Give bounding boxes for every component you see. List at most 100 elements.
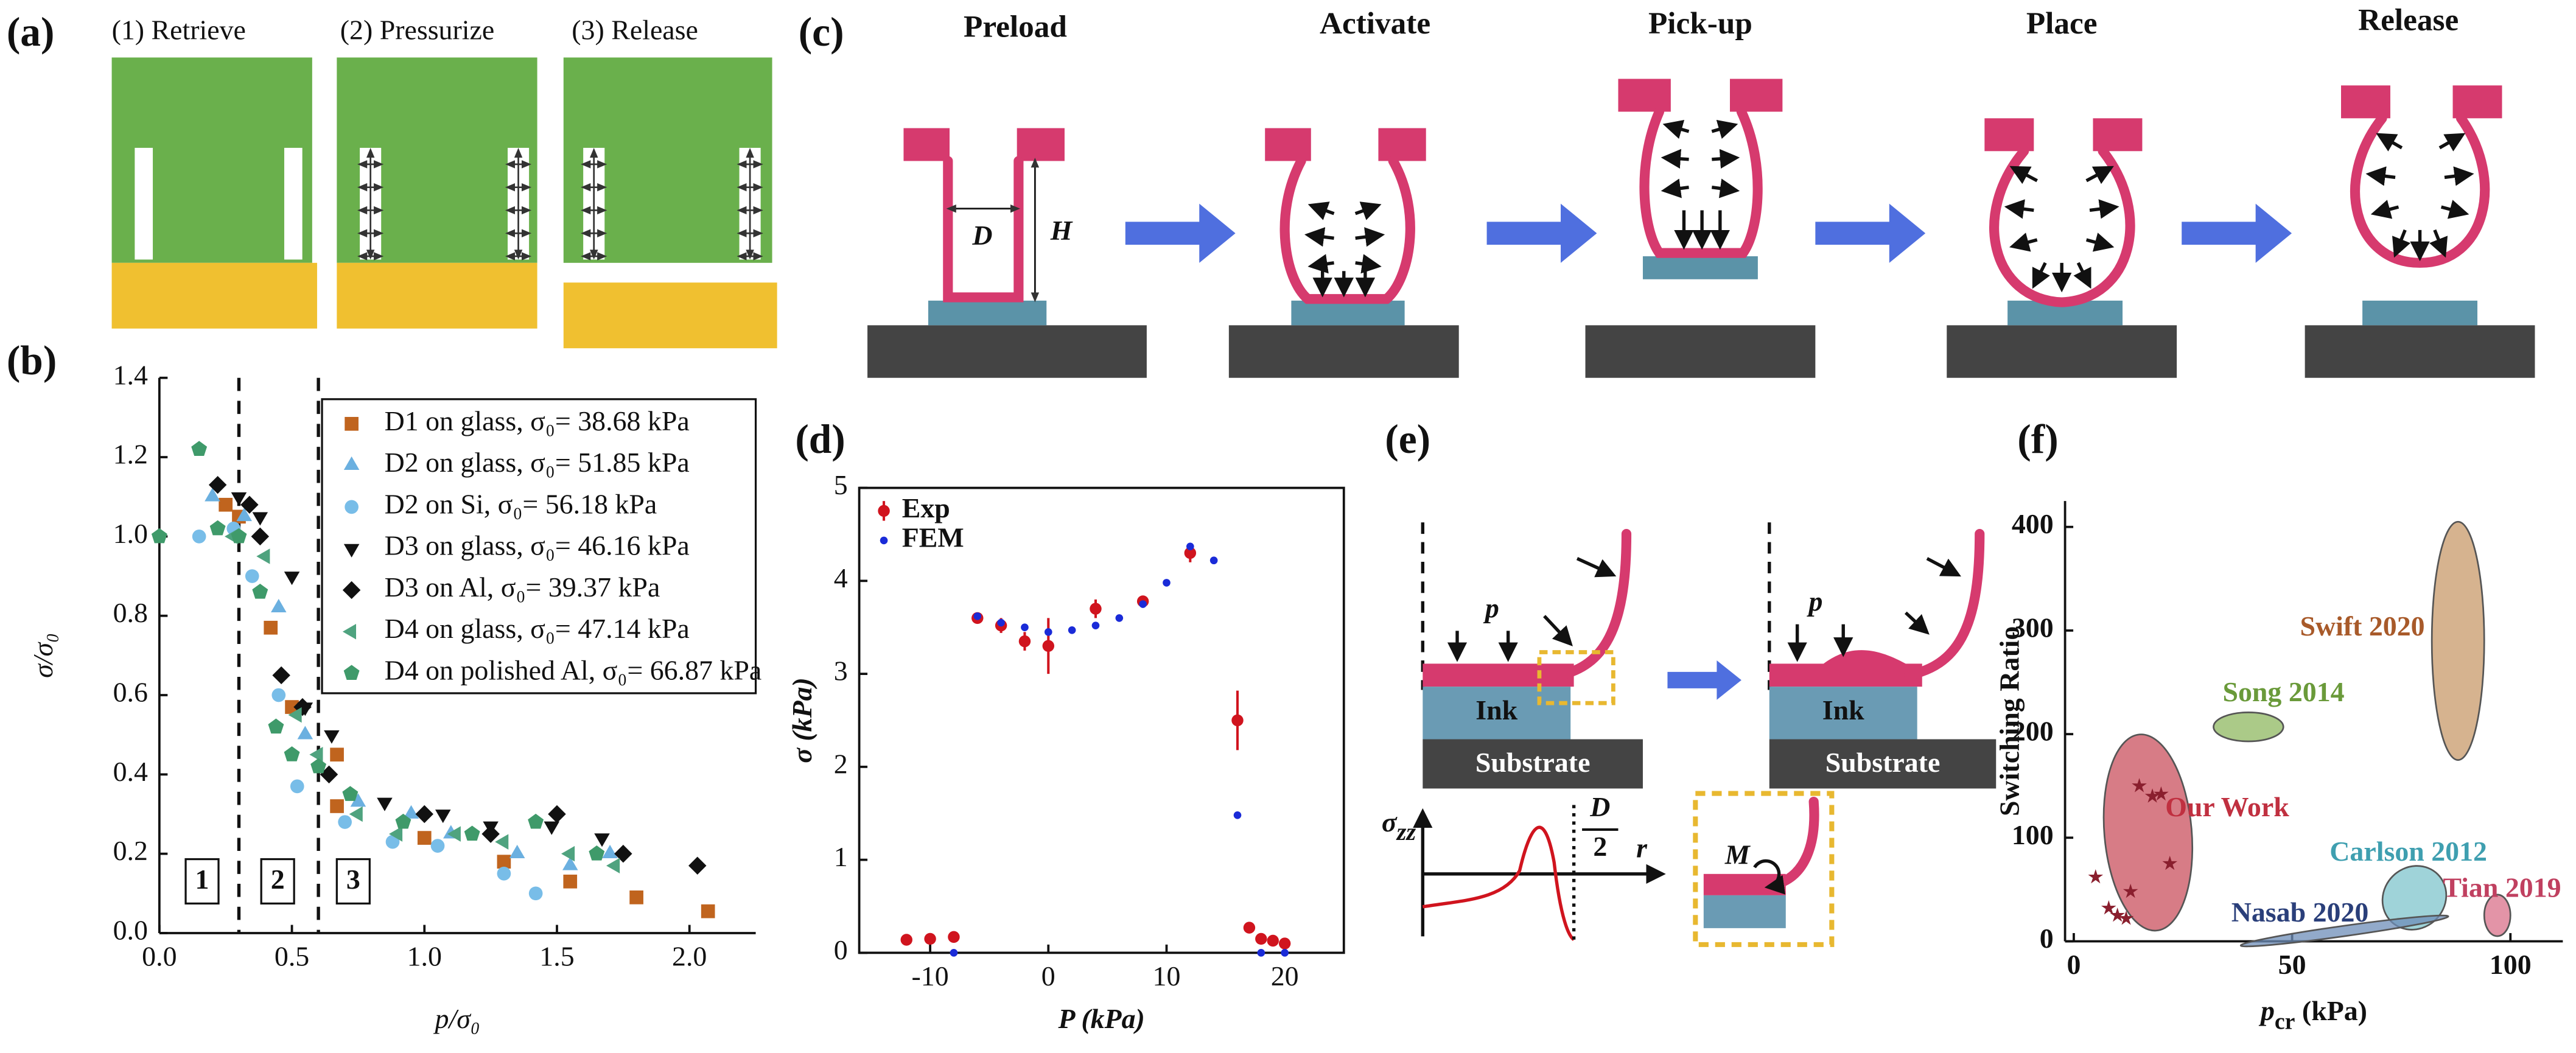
marker xyxy=(614,844,632,863)
step-label: (2) Pressurize xyxy=(340,15,495,46)
force-arrow xyxy=(1307,254,1334,274)
legend-marker xyxy=(345,416,359,431)
dimension-label: D xyxy=(971,220,992,251)
substrate-label: Substrate xyxy=(1475,747,1591,778)
marker xyxy=(548,805,566,824)
legend-box xyxy=(321,398,757,694)
x-tick-label: 20 xyxy=(1271,960,1299,992)
force-arrow xyxy=(2085,233,2115,252)
marker xyxy=(997,618,1005,627)
x-tick-label: 0 xyxy=(2067,949,2081,980)
marker xyxy=(2118,911,2134,925)
marker xyxy=(544,821,560,835)
marker xyxy=(271,688,286,702)
force-arrow xyxy=(2004,199,2034,219)
legend-entry: FEM xyxy=(902,522,964,553)
marker xyxy=(290,779,304,794)
force-arrow xyxy=(2009,166,2038,184)
marker xyxy=(1257,949,1265,957)
legend-entry: D1 on glass, σ₀= 38.68 kPa xyxy=(385,405,690,436)
marker xyxy=(231,528,247,544)
marker xyxy=(528,813,544,829)
marker xyxy=(497,855,511,869)
marker xyxy=(1090,603,1102,615)
force-arrow xyxy=(1711,119,1738,139)
marker xyxy=(435,810,451,824)
marker xyxy=(1278,937,1291,950)
force-arrow xyxy=(2376,133,2403,152)
force-arrow xyxy=(1355,254,1382,274)
axis-label-subscript: cr xyxy=(2275,1009,2295,1034)
marker xyxy=(2162,855,2178,870)
marker xyxy=(415,805,434,824)
marker xyxy=(395,813,411,829)
legend-marker xyxy=(343,544,360,558)
region-label: Nasab 2020 xyxy=(2231,897,2369,928)
load-label: p xyxy=(1483,593,1499,624)
marker xyxy=(880,536,888,545)
marker xyxy=(950,949,958,957)
y-axis-label: σ (kPa) xyxy=(786,677,817,763)
marker xyxy=(900,934,912,946)
marker xyxy=(231,492,247,506)
fraction-denominator: 2 xyxy=(1593,831,1607,862)
marker xyxy=(2154,786,2169,801)
load-label: p xyxy=(1807,586,1823,617)
marker xyxy=(1255,932,1267,945)
force-arrow xyxy=(2370,200,2399,219)
moment-label: M xyxy=(1724,839,1751,870)
force-arrow xyxy=(2438,133,2466,152)
legend-entry: D2 on glass, σ₀= 51.85 kPa xyxy=(385,447,690,478)
marker xyxy=(629,890,643,904)
y-tick-label: 100 xyxy=(2012,819,2054,850)
marker xyxy=(293,698,312,716)
y-tick-label: 0.4 xyxy=(113,756,148,787)
force-arrow xyxy=(1307,201,1335,220)
plot-frame xyxy=(858,486,1345,954)
y-tick-label: 0.0 xyxy=(113,915,148,946)
x-tick-label: 0.0 xyxy=(142,941,177,972)
y-tick-label: 400 xyxy=(2012,508,2054,539)
zone-label: 2 xyxy=(271,864,285,895)
marker xyxy=(1115,614,1124,622)
force-arrow xyxy=(2440,200,2469,219)
marker xyxy=(271,598,287,613)
marker xyxy=(495,834,509,850)
force-arrow xyxy=(2444,166,2474,186)
marker xyxy=(330,799,344,813)
y-tick-label: 2 xyxy=(834,748,848,779)
marker xyxy=(528,886,543,901)
marker xyxy=(417,831,432,845)
legend-entry: D2 on Si, σ₀= 56.18 kPa xyxy=(385,488,657,519)
marker xyxy=(464,825,480,841)
force-arrow xyxy=(1712,149,1740,169)
zone-label: 3 xyxy=(346,864,360,895)
marker xyxy=(377,797,393,811)
marker xyxy=(447,826,461,842)
panel-label: (b) xyxy=(7,338,57,383)
panel-label: (a) xyxy=(7,9,55,55)
marker xyxy=(388,826,403,842)
marker xyxy=(924,932,936,945)
marker xyxy=(2123,883,2138,898)
marker xyxy=(1139,600,1147,608)
marker xyxy=(948,931,960,943)
legend-marker xyxy=(343,456,360,470)
x-tick-label: 1.0 xyxy=(407,941,442,972)
y-axis-label: Switching Ratio xyxy=(1994,626,2025,816)
marker xyxy=(192,530,206,544)
marker xyxy=(1163,579,1171,587)
marker xyxy=(1186,542,1194,551)
force-arrow xyxy=(1661,149,1689,169)
step-label: (1) Retrieve xyxy=(112,15,246,46)
legend-marker xyxy=(342,581,361,600)
force-arrow xyxy=(1354,201,1382,220)
step-title: Place xyxy=(2026,6,2098,41)
axis-label-unit: (kPa) xyxy=(2295,995,2367,1026)
stress-symbol: σ xyxy=(1382,806,1398,837)
marker xyxy=(1042,640,1055,652)
y-tick-label: 0.6 xyxy=(113,677,148,708)
zone-box xyxy=(335,858,371,905)
